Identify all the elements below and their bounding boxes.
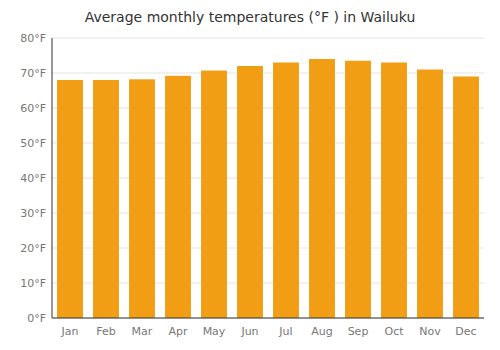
- x-tick-label: Aug: [311, 325, 332, 338]
- x-tick-label: Dec: [455, 325, 476, 338]
- bar: [417, 70, 443, 319]
- x-tick-label: Jan: [61, 325, 79, 338]
- x-tick-label: Nov: [419, 325, 441, 338]
- bar: [345, 61, 371, 318]
- x-tick-label: Mar: [132, 325, 153, 338]
- y-tick-label: 0°F: [27, 312, 46, 325]
- title: Average monthly temperatures (°F ) in Wa…: [85, 9, 416, 25]
- x-tick-label: Feb: [96, 325, 115, 338]
- y-tick-label: 70°F: [20, 67, 46, 80]
- x-tick-label: Oct: [384, 325, 404, 338]
- bar: [57, 80, 83, 318]
- y-tick-label: 60°F: [20, 102, 46, 115]
- x-tick-label: Jun: [240, 325, 258, 338]
- chart: Average monthly temperatures (°F ) in Wa…: [0, 0, 500, 350]
- bar: [237, 66, 263, 318]
- x-tick-label: Jul: [278, 325, 292, 338]
- grid-line: [52, 38, 484, 39]
- bar: [309, 59, 335, 318]
- bar: [129, 79, 155, 318]
- bar: [273, 63, 299, 319]
- bar: [201, 71, 227, 318]
- chart-container: Average monthly temperatures (°F ) in Wa…: [0, 0, 500, 350]
- y-tick-label: 10°F: [20, 277, 46, 290]
- bar: [453, 77, 479, 319]
- bar: [165, 76, 191, 318]
- x-tick-label: May: [203, 325, 226, 338]
- bars: [57, 59, 479, 318]
- x-axis: Jan Feb Mar Apr May Jun Jul Aug Sep Oct Nov Dec: [61, 325, 477, 338]
- y-tick-label: 30°F: [20, 207, 46, 220]
- bar: [381, 63, 407, 319]
- y-axis-line: [52, 38, 53, 318]
- x-axis-line: [52, 318, 484, 319]
- x-tick-label: Sep: [348, 325, 369, 338]
- y-tick-label: 80°F: [20, 32, 46, 45]
- grid: [52, 38, 484, 318]
- x-tick-label: Apr: [168, 325, 188, 338]
- y-tick-label: 40°F: [20, 172, 46, 185]
- bar: [93, 80, 119, 318]
- y-tick-label: 50°F: [20, 137, 46, 150]
- grid-line: [52, 318, 484, 319]
- y-tick-label: 20°F: [20, 242, 46, 255]
- y-axis: 0°F 10°F 20°F 30°F 40°F 50°F 60°F 70°F 80°F: [20, 32, 46, 325]
